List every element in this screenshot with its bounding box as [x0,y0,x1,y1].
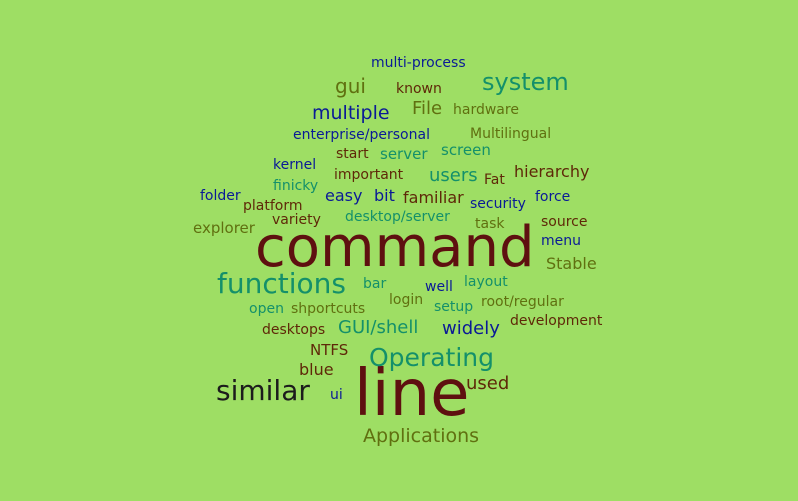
word-blue: blue [299,360,334,379]
word-server: server [380,145,428,163]
word-force: force [535,189,571,205]
word-development: development [510,313,603,329]
word-gui-shell: GUI/shell [338,317,419,338]
word-widely: widely [442,318,500,339]
word-layout: layout [464,274,508,290]
word-multilingual: Multilingual [470,126,552,142]
word-login: login [389,292,424,308]
word-line: line [354,357,470,431]
word-similar: similar [216,374,310,407]
word-task: task [475,216,505,232]
word-bit: bit [374,186,395,205]
word-users: users [429,165,478,186]
word-well: well [425,279,453,295]
word-variety: variety [272,212,321,228]
word-finicky: finicky [273,178,319,194]
word-shportcuts: shportcuts [291,301,366,317]
word-file: File [412,98,443,119]
word-multi-process: multi-process [371,55,466,71]
word-system: system [482,68,569,96]
word-security: security [470,196,526,212]
word-desktops: desktops [262,322,326,338]
word-familiar: familiar [403,188,464,207]
word-command: command [255,215,535,280]
word-source: source [541,214,588,230]
word-start: start [336,146,369,162]
word-fat: Fat [484,172,505,188]
word-desktop-server: desktop/server [345,209,450,225]
word-hardware: hardware [453,102,519,118]
word-open: open [249,301,284,317]
word-hierarchy: hierarchy [514,162,590,181]
word-gui: gui [335,74,366,98]
word-enterprise-personal: enterprise/personal [293,127,430,143]
word-folder: folder [200,188,241,204]
word-ui: ui [330,387,343,403]
word-ntfs: NTFS [310,341,349,359]
word-operating: Operating [369,343,494,372]
word-screen: screen [441,141,491,159]
word-multiple: multiple [312,102,390,124]
word-menu: menu [541,233,581,249]
word-known: known [396,81,442,97]
word-used: used [466,373,510,394]
word-platform: platform [243,198,303,214]
word-important: important [334,167,404,183]
word-applications: Applications [363,425,480,447]
word-setup: setup [434,299,474,315]
word-functions: functions [217,267,346,300]
word-root-regular: root/regular [481,294,564,310]
word-explorer: explorer [193,219,255,237]
word-kernel: kernel [273,157,317,173]
word-bar: bar [363,276,387,292]
word-easy: easy [325,186,363,205]
word-stable: Stable [546,254,597,273]
